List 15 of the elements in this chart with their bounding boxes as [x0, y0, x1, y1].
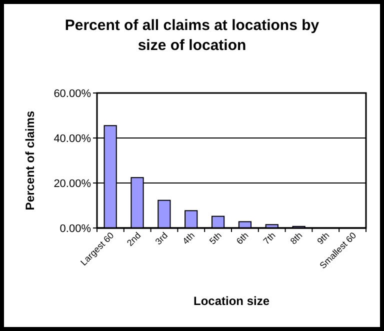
x-tick-label: 3rd [153, 230, 170, 247]
y-tick-label: 60.00% [54, 88, 92, 100]
y-tick-label: 0.00% [60, 223, 92, 235]
y-tick-label: 40.00% [54, 133, 92, 145]
x-tick-label: 4th [180, 230, 197, 246]
x-tick-label: 5th [208, 230, 224, 246]
chart-title: Percent of all claims at locations by size of location [64, 17, 320, 54]
x-tick-label: 7th [261, 230, 278, 246]
x-tick-label: 9th [315, 230, 332, 246]
x-tick-label: 6th [234, 230, 250, 246]
y-axis-title: Percent of claims [23, 110, 37, 210]
x-tick-label: 2nd [124, 230, 143, 248]
x-axis-title: Location size [193, 294, 270, 308]
y-tick-label: 20.00% [54, 178, 92, 190]
x-tick-label: 8th [288, 230, 304, 246]
